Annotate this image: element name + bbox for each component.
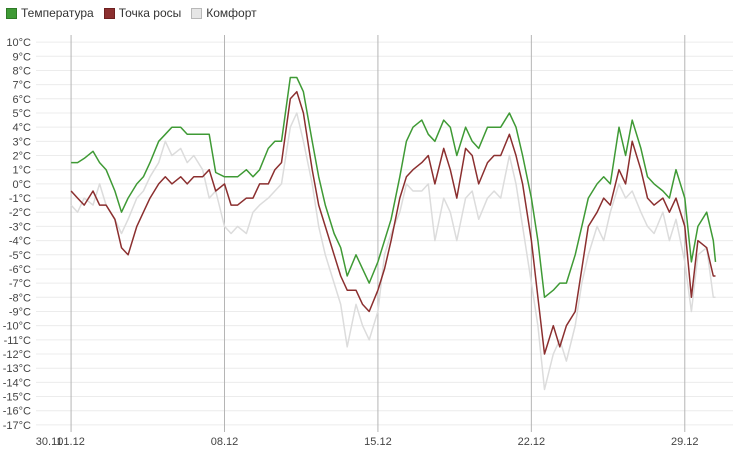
x-tick-label: 22.12: [518, 436, 546, 448]
series-line-Температура: [71, 76, 717, 299]
x-tick-label: 15.12: [364, 436, 392, 448]
legend-label-dew-point: Точка росы: [118, 6, 182, 20]
x-tick-label: 30.11: [36, 436, 63, 448]
series-line-Комфорт: [70, 112, 716, 391]
x-tick-label: 29.12: [671, 436, 699, 448]
legend-label-comfort: Комфорт: [206, 6, 257, 20]
y-tick-label: 5°C: [13, 108, 32, 120]
y-axis-tick-labels: 10°C 9°C 8°C 7°C 6°C 5°C 4°C 3°C 2°C 1°C 0°C -1°C -2…: [3, 37, 31, 432]
day-separator-lines: [70, 35, 686, 432]
y-tick-label: -16°C: [3, 406, 31, 418]
x-tick-label: 01.12: [57, 436, 85, 448]
y-tick-label: -3°C: [9, 221, 31, 233]
y-tick-label: 6°C: [13, 94, 32, 106]
y-tick-label: -11°C: [4, 335, 31, 347]
x-tick-label: 08.12: [211, 436, 239, 448]
y-tick-label: -5°C: [9, 250, 31, 262]
grid-lines: [36, 41, 733, 426]
y-tick-label: 8°C: [13, 65, 32, 77]
y-tick-label: -8°C: [9, 292, 31, 304]
y-tick-label: -2°C: [9, 207, 31, 219]
y-tick-label: -9°C: [9, 306, 31, 318]
legend-label-temperature: Температура: [21, 6, 94, 20]
y-tick-label: -1°C: [9, 193, 31, 205]
y-tick-label: -14°C: [3, 377, 31, 389]
legend-swatch-temperature: [6, 7, 17, 19]
y-tick-label: -6°C: [9, 264, 31, 276]
y-tick-label: -12°C: [3, 349, 31, 361]
legend-swatch-dew-point: [103, 7, 115, 19]
y-tick-label: 1°C: [13, 165, 32, 177]
legend-item-temperature[interactable]: Температура: [6, 6, 94, 20]
y-tick-label: -7°C: [9, 278, 31, 290]
legend-item-comfort[interactable]: Комфорт: [191, 6, 257, 20]
y-tick-label: 0°C: [13, 179, 32, 191]
y-tick-label: -10°C: [3, 321, 31, 333]
legend-swatch-comfort: [191, 7, 203, 19]
chart-legend: Температура Точка росы Комфорт: [6, 4, 267, 22]
y-tick-label: -13°C: [3, 363, 31, 375]
y-tick-label: -15°C: [3, 392, 31, 404]
series-line-Точка росы: [70, 90, 716, 355]
y-tick-label: 3°C: [13, 136, 32, 148]
y-tick-label: 10°C: [6, 37, 31, 49]
y-tick-label: 2°C: [13, 151, 32, 163]
y-tick-label: 9°C: [13, 51, 32, 63]
y-tick-label: -4°C: [9, 236, 31, 248]
series-lines: [70, 76, 717, 391]
y-tick-label: 4°C: [13, 122, 32, 134]
legend-item-dew-point[interactable]: Точка росы: [103, 6, 182, 20]
y-tick-label: -17°C: [3, 420, 31, 432]
y-tick-label: 7°C: [13, 80, 32, 92]
